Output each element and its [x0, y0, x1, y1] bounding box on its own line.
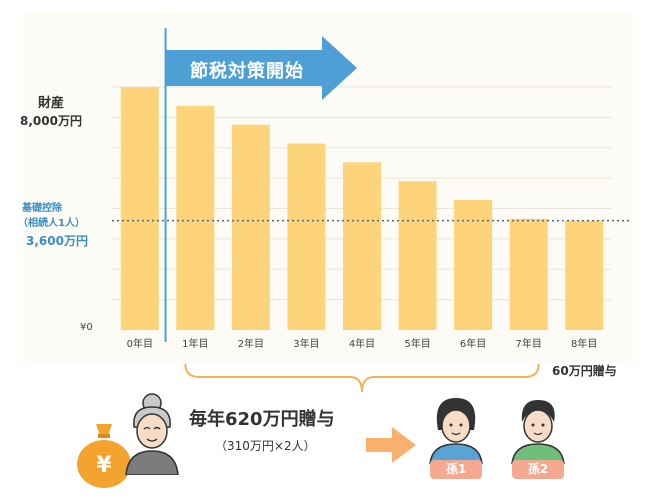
bar-4 — [343, 162, 381, 330]
basic-deduction-value: 3,600万円 — [26, 234, 88, 248]
x-tick-label: 0年目 — [127, 337, 153, 350]
bar-3 — [287, 143, 326, 330]
gift-summary-sub: （310万円×2人） — [215, 439, 316, 453]
grandchild-boy-icon — [511, 400, 565, 464]
x-tick-label: 2年目 — [238, 337, 264, 350]
bar-7 — [509, 218, 548, 330]
grandchild-girl-icon — [429, 398, 483, 464]
grandchild-1-tag: 孫1 — [430, 460, 482, 479]
y-axis-title: 財産 — [38, 96, 65, 111]
x-tick-label: 7年目 — [515, 337, 541, 350]
money-bag-icon: ¥ — [77, 424, 131, 488]
start-arrow-shape — [165, 36, 357, 100]
grandmother-icon — [125, 393, 179, 475]
bar-8 — [565, 220, 604, 330]
x-tick-label: 5年目 — [404, 337, 430, 350]
basic-deduction-note: （相続人1人） — [18, 218, 85, 229]
grandchild-2-tag: 孫2 — [512, 460, 564, 479]
x-tick-label: 4年目 — [349, 337, 375, 350]
x-tick-label: 8年目 — [571, 337, 597, 350]
bar-0 — [120, 87, 159, 330]
gift-summary-main: 毎年620万円贈与 — [189, 409, 335, 430]
bar-6 — [454, 199, 493, 330]
right-arrow-icon — [366, 427, 416, 463]
y-axis-zero-label: ¥0 — [80, 322, 93, 333]
start-marker-label: 節税対策開始 — [190, 61, 304, 82]
x-tick-label: 6年目 — [460, 337, 486, 350]
yearly-gift-label: 60万円贈与 — [552, 364, 617, 378]
bar-5 — [398, 181, 437, 330]
bar-2 — [231, 124, 270, 330]
basic-deduction-title: 基礎控除 — [22, 203, 62, 214]
y-axis-top-label: 8,000万円 — [20, 114, 82, 128]
years-brace — [184, 363, 540, 393]
x-tick-label: 1年目 — [182, 337, 208, 350]
svg-text:¥: ¥ — [96, 453, 112, 478]
bar-1 — [176, 105, 215, 331]
x-tick-label: 3年目 — [293, 337, 319, 350]
